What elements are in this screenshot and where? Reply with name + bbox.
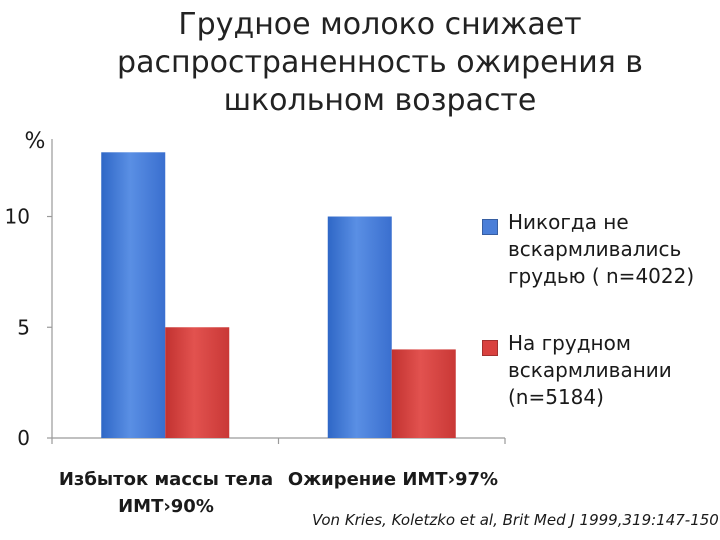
title-line-1: Грудное молоко снижает [178, 7, 582, 42]
y-axis-label: % [25, 129, 46, 154]
legend-label-line: вскармливались [508, 237, 682, 261]
citation: Von Kries, Koletzko et al, Brit Med J 19… [312, 511, 719, 529]
legend-label: На грудном вскармливании (n=5184) [508, 330, 712, 411]
x-category-label: Ожирение ИМТ›97% [288, 469, 498, 490]
bar-series-0-cat-1 [327, 216, 392, 438]
title-line-2: распространенность ожирения в [117, 45, 643, 80]
legend-label-line: На грудном [508, 331, 631, 355]
y-tick-label: 5 [17, 315, 30, 339]
legend-swatch-blue [482, 219, 498, 235]
legend-item-never-breastfed: Никогда не вскармливались грудью ( n=402… [482, 209, 712, 290]
bar-series-0-cat-0 [101, 152, 166, 439]
legend-label-line: грудью ( n=4022) [508, 264, 695, 288]
legend-label-line: (n=5184) [508, 385, 604, 409]
legend-item-breastfed: На грудном вскармливании (n=5184) [482, 330, 712, 411]
y-tick-label: 0 [17, 426, 30, 450]
x-category-label: Избыток массы тела [59, 469, 273, 490]
legend-swatch-red [482, 340, 498, 356]
x-category-label: ИМТ›90% [118, 496, 214, 517]
y-tick-label: 10 [5, 205, 30, 229]
title-line-3: школьном возрасте [223, 83, 537, 118]
legend-label-line: Никогда не [508, 210, 629, 234]
chart-title: Грудное молоко снижает распространенност… [60, 6, 700, 120]
legend-label: Никогда не вскармливались грудью ( n=402… [508, 209, 712, 290]
bar-series-1-cat-1 [391, 349, 456, 438]
bar-series-1-cat-0 [165, 327, 230, 438]
legend-label-line: вскармливании [508, 358, 672, 382]
